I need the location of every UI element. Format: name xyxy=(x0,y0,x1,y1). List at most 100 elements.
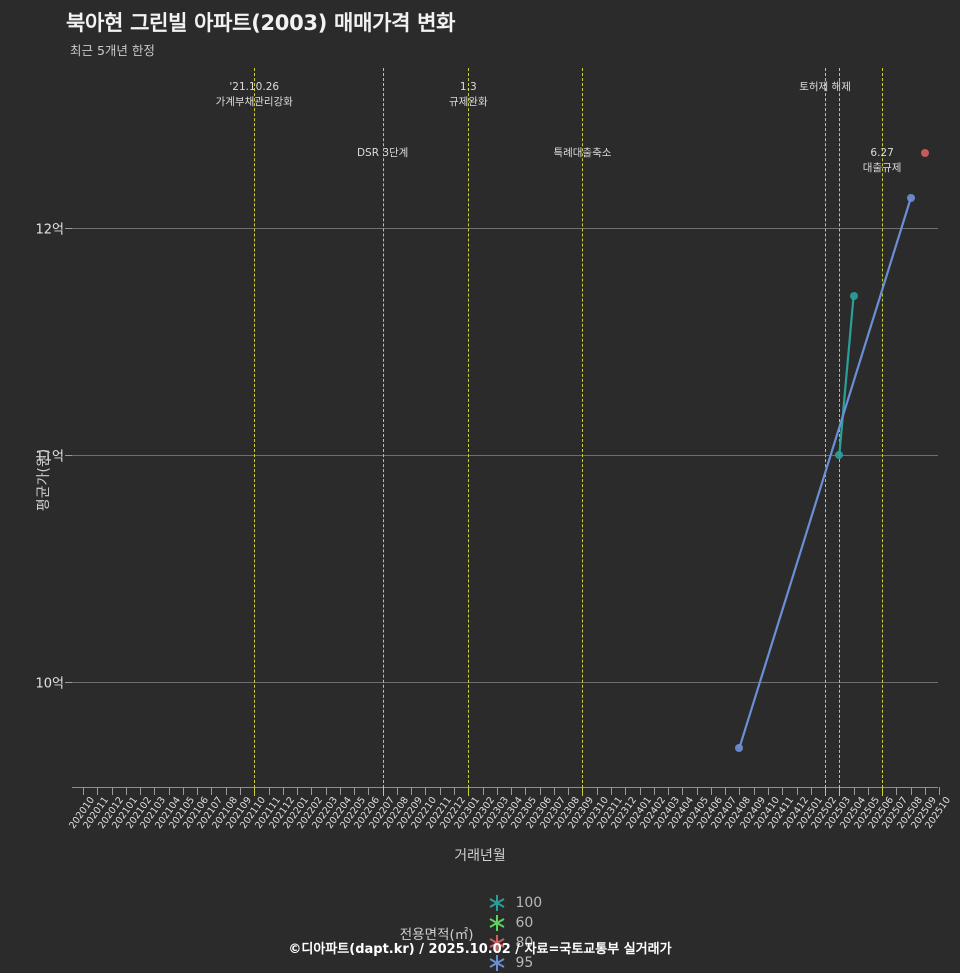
legend-label: 95 xyxy=(515,955,534,971)
legend-title: 전용면적(㎡) xyxy=(399,927,474,943)
x-tick-mark xyxy=(525,787,527,795)
x-tick-mark xyxy=(653,787,655,795)
x-tick-mark xyxy=(853,787,855,795)
x-tick-mark xyxy=(753,787,755,795)
star-icon xyxy=(489,935,505,951)
x-tick-mark xyxy=(111,787,113,795)
annotation-line xyxy=(882,68,884,793)
y-tick-label: 11억 xyxy=(35,449,64,465)
x-tick-mark xyxy=(482,787,484,795)
annotation-line xyxy=(382,68,384,793)
x-tick-mark xyxy=(225,787,227,795)
x-tick-mark xyxy=(339,787,341,795)
x-tick-mark xyxy=(297,787,299,795)
y-tick-mark xyxy=(65,682,72,683)
annotation-line xyxy=(254,68,256,793)
x-tick-mark xyxy=(796,787,798,795)
x-tick-mark xyxy=(368,787,370,795)
annotation-label: 토허제 해제 xyxy=(799,81,851,93)
star-icon xyxy=(489,915,505,931)
x-tick-mark xyxy=(682,787,684,795)
annotation-label: '21.10.26 가계부채관리강화 xyxy=(215,81,293,108)
x-tick-mark xyxy=(125,787,127,795)
data-point-95[interactable] xyxy=(906,194,915,203)
x-tick-mark xyxy=(639,787,641,795)
x-tick-mark xyxy=(625,787,627,795)
x-tick-mark xyxy=(810,787,812,795)
legend: 전용면적(㎡) 100 60 80 95 xyxy=(0,893,960,973)
x-tick-mark xyxy=(411,787,413,795)
y-axis-title: 평균가(원) xyxy=(36,448,53,512)
x-axis-baseline xyxy=(72,787,938,788)
y-tick-label: 12억 xyxy=(35,222,64,238)
y-tick-mark xyxy=(65,228,72,229)
chart-subtitle: 최근 5개년 한정 xyxy=(70,43,155,58)
x-tick-mark xyxy=(867,787,869,795)
x-tick-mark xyxy=(97,787,99,795)
x-tick-mark xyxy=(739,787,741,795)
annotation-label: DSR 3단계 xyxy=(356,147,409,159)
x-tick-mark xyxy=(896,787,898,795)
x-tick-mark xyxy=(140,787,142,795)
data-point-100[interactable] xyxy=(849,292,858,301)
x-tick-mark xyxy=(396,787,398,795)
legend-items: 100 60 80 95 xyxy=(487,893,560,973)
x-tick-mark xyxy=(596,787,598,795)
x-tick-mark xyxy=(425,787,427,795)
data-point-100[interactable] xyxy=(835,451,844,459)
x-tick-mark xyxy=(782,787,784,795)
x-tick-mark xyxy=(496,787,498,795)
x-tick-mark xyxy=(325,787,327,795)
series-line-100 xyxy=(838,296,855,456)
x-tick-mark xyxy=(439,787,441,795)
y-gridline xyxy=(72,682,938,683)
x-tick-mark xyxy=(539,787,541,795)
x-tick-mark xyxy=(182,787,184,795)
annotation-line xyxy=(582,68,584,793)
legend-item-100[interactable]: 100 xyxy=(487,893,542,913)
x-tick-mark xyxy=(910,787,912,795)
x-tick-mark xyxy=(511,787,513,795)
annotation-line xyxy=(468,68,470,793)
x-tick-mark xyxy=(568,787,570,795)
x-tick-mark xyxy=(211,787,213,795)
x-tick-mark xyxy=(553,787,555,795)
legend-label: 100 xyxy=(515,895,543,911)
y-tick-label: 10억 xyxy=(35,676,64,692)
y-tick-mark xyxy=(65,455,72,456)
x-tick-mark xyxy=(939,787,941,795)
legend-label: 60 xyxy=(515,915,534,931)
x-tick-mark xyxy=(168,787,170,795)
x-tick-mark xyxy=(767,787,769,795)
annotation-label: 1.3 규제완화 xyxy=(448,81,488,108)
x-tick-mark xyxy=(83,787,84,795)
x-tick-mark xyxy=(268,787,270,795)
annotation-label: 6.27 대출규제 xyxy=(862,147,902,174)
legend-label: 80 xyxy=(515,935,534,951)
annotation-line xyxy=(825,68,827,793)
footer-credit: ©디아파트(dapt.kr) / 2025.10.02 / 자료=국토교통부 실… xyxy=(288,942,672,957)
x-tick-mark xyxy=(354,787,356,795)
x-tick-mark xyxy=(239,787,241,795)
legend-item-80[interactable]: 80 xyxy=(487,933,542,953)
data-point-95[interactable] xyxy=(735,743,744,752)
page-title: 북아현 그린빌 아파트(2003) 매매가격 변화 xyxy=(66,11,456,35)
annotation-label: 특례대출축소 xyxy=(553,147,612,159)
x-tick-mark xyxy=(282,787,284,795)
annotation-line xyxy=(839,68,841,793)
x-tick-mark xyxy=(668,787,670,795)
x-tick-mark xyxy=(454,787,456,795)
x-tick-mark xyxy=(311,787,313,795)
legend-item-60[interactable]: 60 xyxy=(487,913,542,933)
y-gridline xyxy=(72,455,938,456)
x-axis-title: 거래년월 xyxy=(454,848,506,864)
x-tick-mark xyxy=(725,787,727,795)
data-point-80[interactable] xyxy=(920,149,929,158)
star-icon xyxy=(489,895,505,911)
x-tick-mark xyxy=(924,787,926,795)
x-tick-mark xyxy=(696,787,698,795)
y-gridline xyxy=(72,228,938,229)
x-tick-mark xyxy=(154,787,156,795)
